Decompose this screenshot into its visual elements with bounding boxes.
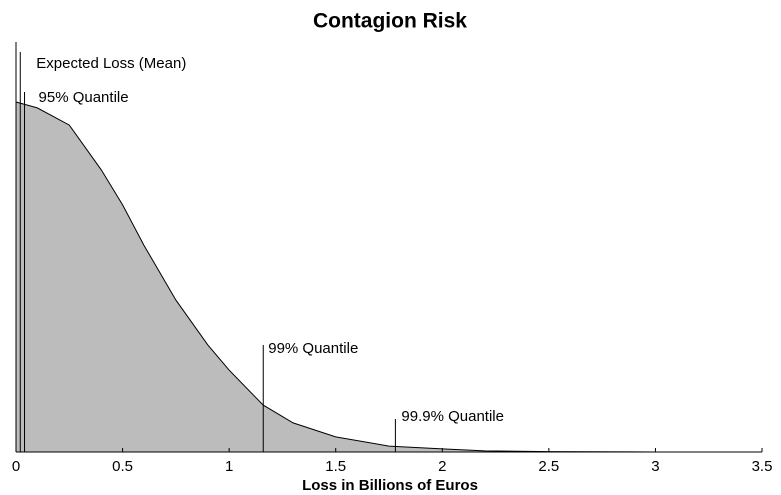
x-tick-label: 3 [651, 458, 659, 475]
x-tick-label: 2.5 [538, 458, 559, 475]
annotation-label: 99.9% Quantile [401, 408, 504, 425]
annotation-label: 99% Quantile [268, 340, 358, 357]
x-tick-label: 3.5 [752, 458, 773, 475]
x-axis-label: Loss in Billions of Euros [302, 477, 478, 494]
x-tick-label: 0.5 [112, 458, 133, 475]
x-tick-label: 2 [438, 458, 446, 475]
x-tick-label: 0 [12, 458, 20, 475]
chart-title: Contagion Risk [313, 10, 467, 33]
annotation-label: 95% Quantile [39, 89, 129, 106]
density-curve [15, 101, 762, 453]
annotation-label: Expected Loss (Mean) [36, 55, 186, 72]
x-tick-label: 1.5 [325, 458, 346, 475]
density-area [16, 102, 762, 452]
x-tick-label: 1 [225, 458, 233, 475]
